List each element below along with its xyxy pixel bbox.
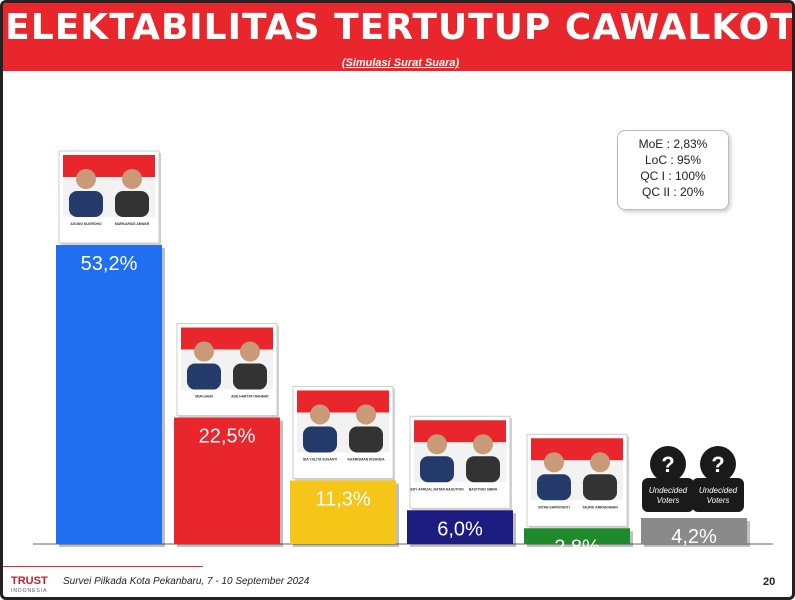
flag-red (414, 420, 506, 443)
candidate-name: AGUNG NUGROHO (70, 222, 102, 226)
candidate-body (303, 426, 337, 453)
question-mark-icon: ? (661, 452, 674, 477)
bar-value-label: 4,2% (671, 526, 717, 548)
undecided-label: Voters (657, 496, 680, 505)
bar-2 (174, 417, 280, 544)
question-mark-icon: ? (711, 452, 724, 477)
candidate-head (122, 169, 142, 189)
candidate-name: INTAN SAPRIYANTI (538, 505, 569, 509)
candidate-body (115, 191, 149, 217)
candidate-body (233, 363, 267, 390)
candidate-name: TAUFIK ARRAKHMAN (582, 505, 618, 509)
candidate-body (537, 474, 571, 501)
bar-3 (290, 480, 396, 544)
brand-logo-sub: INDONESIA (11, 588, 48, 594)
candidate-name: KHARISMAN RISANDA (347, 457, 385, 461)
header-banner (3, 3, 792, 71)
bar-1 (56, 245, 162, 544)
candidate-body (420, 456, 454, 483)
stat-moe: MoE : 2,83% (638, 137, 708, 151)
candidate-name: MUFLIHUN (195, 395, 213, 399)
page-number: 20 (763, 576, 776, 588)
bar-value-label: 2,8% (554, 536, 600, 558)
survey-caption: Survei Pilkada Kota Pekanbaru, 7 - 10 Se… (63, 576, 310, 587)
candidate-head (240, 341, 260, 362)
candidate-name: BASTIYAN SIBRA (469, 487, 498, 491)
candidate-name: IDA YULITA SUSANTI (303, 457, 337, 461)
stat-loc: LoC : 95% (644, 153, 702, 167)
candidate-head (310, 404, 330, 425)
bar-chart: 53,2% AGUNG NUGROHO MARKARIUS ANWAR 22,5% MU… (33, 150, 773, 558)
candidate-body (583, 474, 617, 501)
bar-6 (641, 518, 747, 544)
flag-red (63, 155, 155, 177)
candidate-name: ADE HARTATI RAHMAT (231, 395, 270, 399)
undecided-silhouette-head (700, 446, 736, 482)
bar-value-label: 53,2% (81, 253, 138, 275)
candidate-body (69, 191, 103, 217)
candidate-name: MARKARIUS ANWAR (115, 222, 150, 226)
stat-qc1: QC I : 100% (640, 169, 706, 183)
bar-4 (407, 510, 513, 544)
candidate-head (544, 452, 564, 473)
candidate-head (427, 434, 447, 455)
flag-red (531, 438, 623, 461)
candidate-body (466, 456, 500, 483)
brand-logo: TRUST (11, 575, 48, 587)
page-title: ELEKTABILITAS TERTUTUP CAWALKOT (5, 7, 795, 48)
undecided-silhouette-head (650, 446, 686, 482)
bar-value-label: 11,3% (315, 488, 370, 510)
undecided-label: Voters (707, 496, 730, 505)
bar-value-label: 6,0% (437, 518, 483, 540)
bar-value-label: 22,5% (199, 426, 256, 448)
page-subtitle: (Simulasi Surat Suara) (341, 57, 460, 69)
candidate-body (187, 363, 221, 390)
candidate-head (473, 434, 493, 455)
undecided-label: Undecided (649, 486, 688, 495)
undecided-label: Undecided (699, 486, 738, 495)
bar-5 (524, 528, 630, 544)
footer-line (3, 566, 203, 567)
flag-red (181, 327, 273, 350)
flag-red (297, 390, 389, 413)
candidate-head (76, 169, 96, 189)
stat-qc2: QC II : 20% (641, 185, 705, 199)
candidate-name: EDY AFRIZAL NATAR NASUTION (410, 487, 464, 491)
undecided-silhouette-body (692, 478, 744, 512)
undecided-silhouette-body (642, 478, 694, 512)
candidate-head (590, 452, 610, 473)
candidate-head (194, 341, 214, 362)
candidate-head (356, 404, 376, 425)
candidate-body (349, 426, 383, 453)
stats-box: MoE : 2,83% LoC : 95% QC I : 100% QC II … (617, 130, 729, 210)
